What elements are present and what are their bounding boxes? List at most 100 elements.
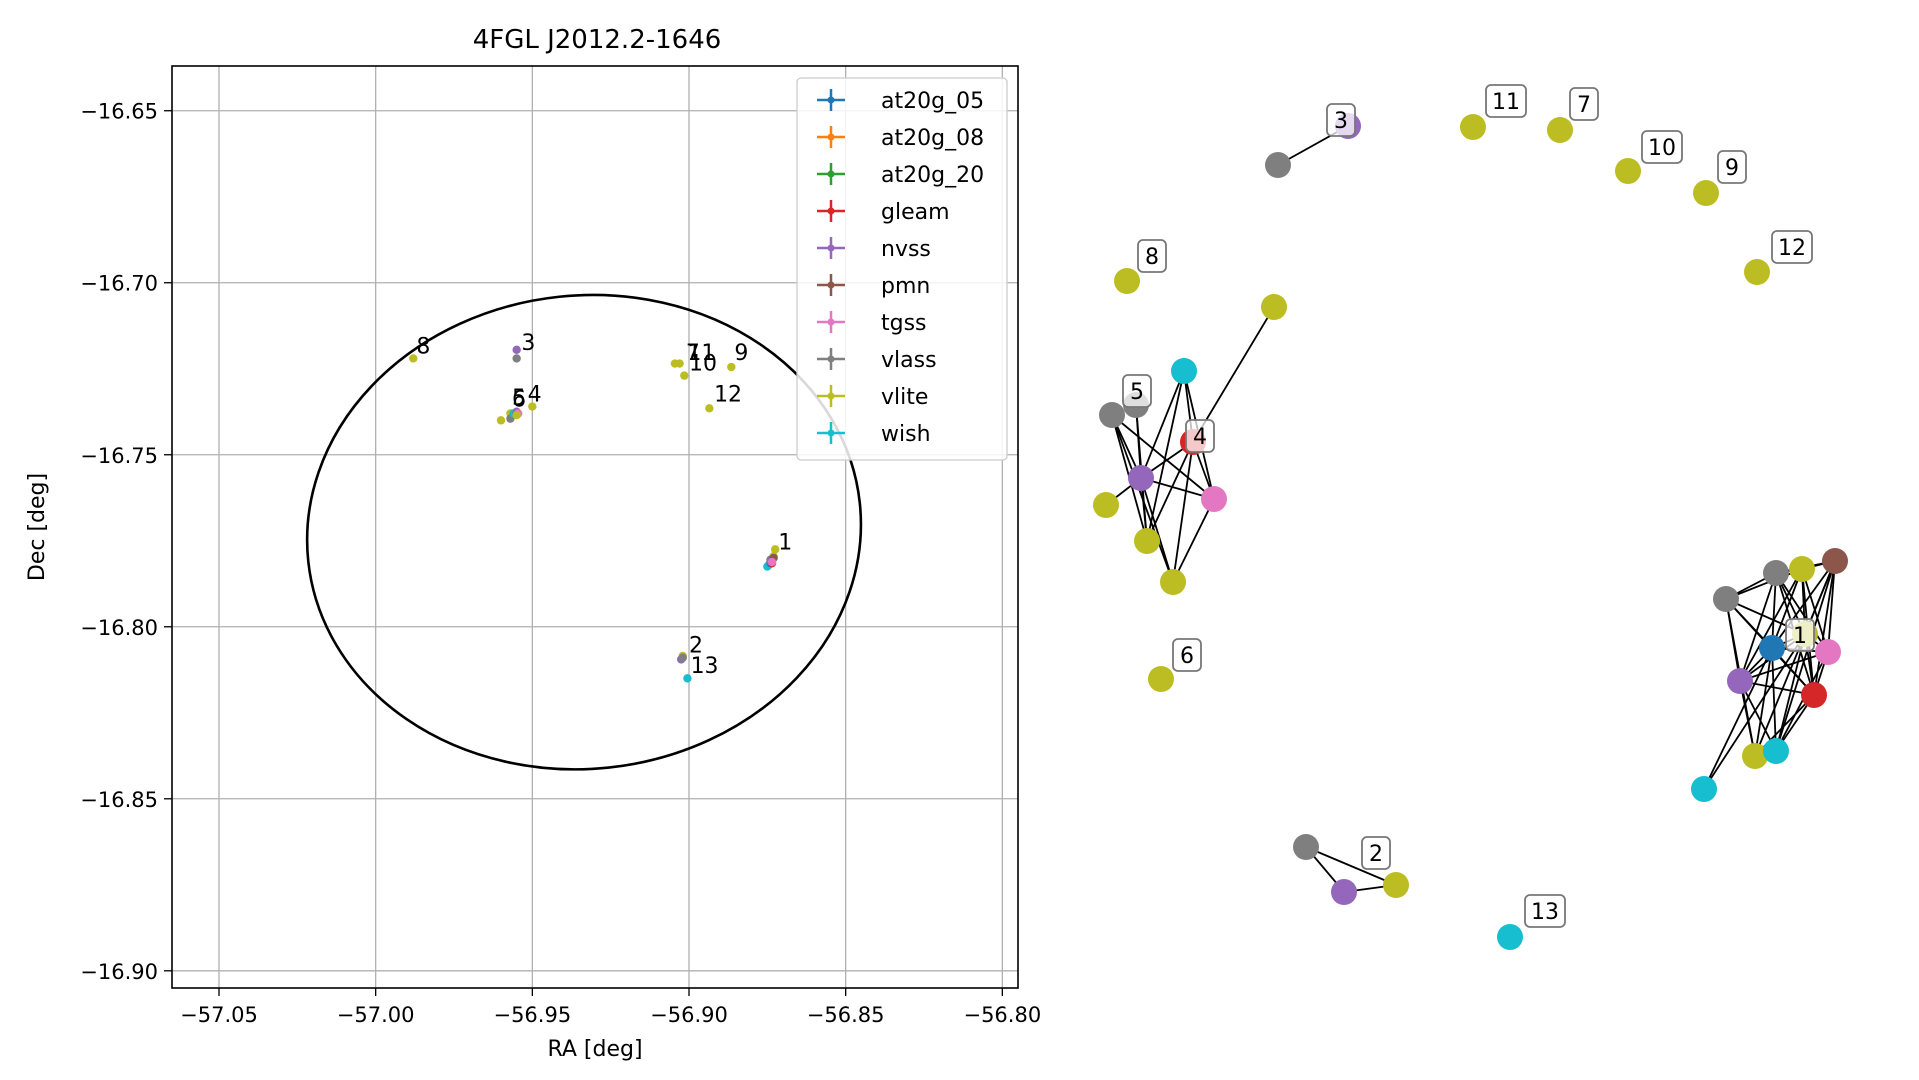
network-node-nvss	[1331, 879, 1357, 905]
legend-label: tgss	[881, 311, 927, 336]
x-axis-label: RA [deg]	[547, 1037, 642, 1062]
legend-item-tgss: tgss	[817, 311, 927, 336]
x-tick-label: −56.95	[493, 1003, 571, 1027]
network-node-vlite	[1460, 114, 1486, 140]
point-annotation: 3	[521, 331, 535, 356]
network-node-vlite	[1261, 294, 1287, 320]
legend-marker-dot	[827, 133, 835, 141]
x-tick-label: −56.80	[963, 1003, 1041, 1027]
network-label-text: 7	[1577, 93, 1591, 118]
localization-ellipse-path	[305, 293, 863, 771]
network-node-wish	[1497, 924, 1523, 950]
network-node-vlite	[1742, 743, 1768, 769]
network-edge	[1739, 568, 1803, 682]
network-label-3: 3	[1326, 103, 1356, 137]
legend-item-at20g_05: at20g_05	[817, 89, 984, 114]
network-edge	[1739, 572, 1777, 682]
network-label-10: 10	[1641, 130, 1683, 164]
network-edge	[1140, 477, 1174, 583]
x-tick-label: −57.05	[180, 1003, 258, 1027]
network-label-7: 7	[1569, 87, 1599, 121]
network-label-text: 3	[1334, 109, 1348, 134]
legend-item-pmn: pmn	[817, 274, 930, 299]
network-node-vlite	[1693, 180, 1719, 206]
x-tick-label: −56.85	[807, 1003, 885, 1027]
legend-item-gleam: gleam	[817, 200, 950, 225]
network-node-vlass	[1713, 586, 1739, 612]
point-annotation: 10	[689, 351, 717, 376]
y-tick-label: −16.90	[80, 960, 158, 984]
network-label-box	[1524, 894, 1566, 928]
network-label-box	[1569, 87, 1599, 121]
network-nodes	[1093, 113, 1848, 950]
network-label-2: 2	[1361, 836, 1391, 870]
legend-label: at20g_20	[881, 163, 984, 188]
network-node-vlite	[1383, 872, 1409, 898]
network-edge	[1146, 370, 1185, 542]
y-axis-label: Dec [deg]	[25, 473, 50, 581]
network-node-tgss	[1815, 639, 1841, 665]
network-node-vlite	[1615, 158, 1641, 184]
network-edge	[1813, 560, 1836, 696]
network-node-wish	[1691, 776, 1717, 802]
legend-item-nvss: nvss	[817, 237, 931, 262]
source-points	[409, 345, 780, 683]
network-node-vlite	[1114, 268, 1140, 294]
network-label-text: 8	[1145, 245, 1159, 270]
point-annotation: 1	[778, 530, 792, 555]
legend-marker-dot	[827, 392, 835, 400]
network-label-1: 1	[1785, 618, 1815, 652]
network-label-text: 11	[1492, 90, 1520, 115]
legend-item-vlite: vlite	[817, 385, 928, 410]
point-vlass	[512, 354, 521, 363]
network-label-text: 12	[1778, 236, 1806, 261]
network-edge	[1771, 560, 1836, 649]
legend-marker-dot	[827, 207, 835, 215]
legend-label: nvss	[881, 237, 931, 262]
network-label-box	[1717, 150, 1747, 184]
network-label-6: 6	[1172, 638, 1202, 672]
network-edge	[1172, 441, 1194, 583]
network-node-at20g_05	[1759, 635, 1785, 661]
network-label-text: 1	[1793, 624, 1807, 649]
network-edge	[1111, 414, 1174, 583]
network-edge	[1754, 647, 1773, 757]
network-label-text: 4	[1193, 425, 1207, 450]
legend-marker-dot	[827, 355, 835, 363]
network-label-4: 4	[1185, 419, 1215, 453]
point-vlite	[496, 416, 506, 425]
network-label-text: 6	[1180, 644, 1194, 669]
network-label-text: 2	[1369, 842, 1383, 867]
point-vlite	[705, 404, 714, 413]
y-axis-ticks: −16.65 −16.70 −16.75 −16.80 −16.85 −16.90	[80, 100, 172, 984]
point-annotation: 7	[686, 341, 700, 366]
network-edge	[1827, 560, 1836, 653]
legend-marker-dot	[827, 244, 835, 252]
point-vlass	[678, 653, 687, 662]
point-annotation: 4	[528, 382, 542, 407]
chart-title: 4FGL J2012.2-1646	[473, 25, 722, 55]
network-node-vlite	[1789, 556, 1815, 582]
legend-label: pmn	[881, 274, 930, 299]
point-annotation: 6	[512, 388, 526, 413]
point-vlite	[770, 545, 780, 554]
network-label-13: 13	[1524, 894, 1566, 928]
network-label-box	[1771, 230, 1813, 264]
localization-ellipse	[305, 293, 863, 771]
network-node-nvss	[1128, 465, 1154, 491]
network-label-box	[1185, 419, 1215, 453]
network-edge	[1775, 633, 1806, 752]
network-node-vlite	[1093, 492, 1119, 518]
y-tick-label: −16.85	[80, 788, 158, 812]
point-vlite	[675, 359, 684, 368]
legend-label: at20g_05	[881, 89, 984, 114]
network-node-tgss	[1201, 486, 1227, 512]
point-annotation: 13	[691, 654, 719, 679]
network-label-box	[1641, 130, 1683, 164]
network-edge	[1111, 414, 1215, 500]
network-label-5: 5	[1122, 374, 1152, 408]
network-node-vlite	[1148, 666, 1174, 692]
network-label-box	[1137, 239, 1167, 273]
